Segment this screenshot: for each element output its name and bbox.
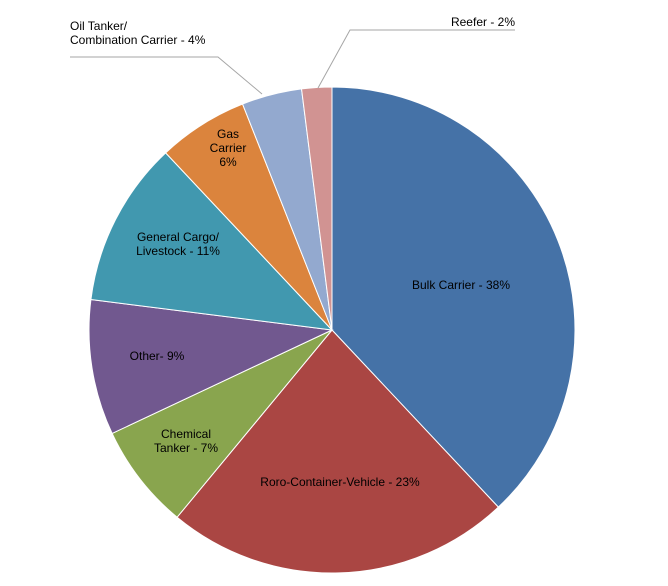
slice-label-5: Gas Carrier 6%: [210, 127, 247, 169]
slice-label-7: Reefer - 2%: [451, 15, 515, 29]
pie-slice-1: [176, 329, 500, 574]
leader-line-7: [317, 29, 515, 89]
slice-label-1: Roro-Container-Vehicle - 23%: [260, 475, 420, 489]
pie-slice-0: [331, 86, 576, 508]
pie-slice-7: [300, 86, 333, 331]
pie-slice-4: [90, 152, 334, 331]
slice-label-2: Chemical Tanker - 7%: [154, 427, 218, 455]
slice-label-6: Oil Tanker/Combination Carrier - 4%: [70, 19, 206, 47]
leader-line-6: [70, 56, 263, 95]
slice-label-0: Bulk Carrier - 38%: [412, 278, 510, 292]
slice-label-3: Other- 9%: [130, 349, 185, 363]
pie-slice-3: [88, 298, 334, 435]
pie-slice-2: [111, 329, 333, 518]
slice-label-4: General Cargo/Livestock - 11%: [136, 230, 220, 258]
